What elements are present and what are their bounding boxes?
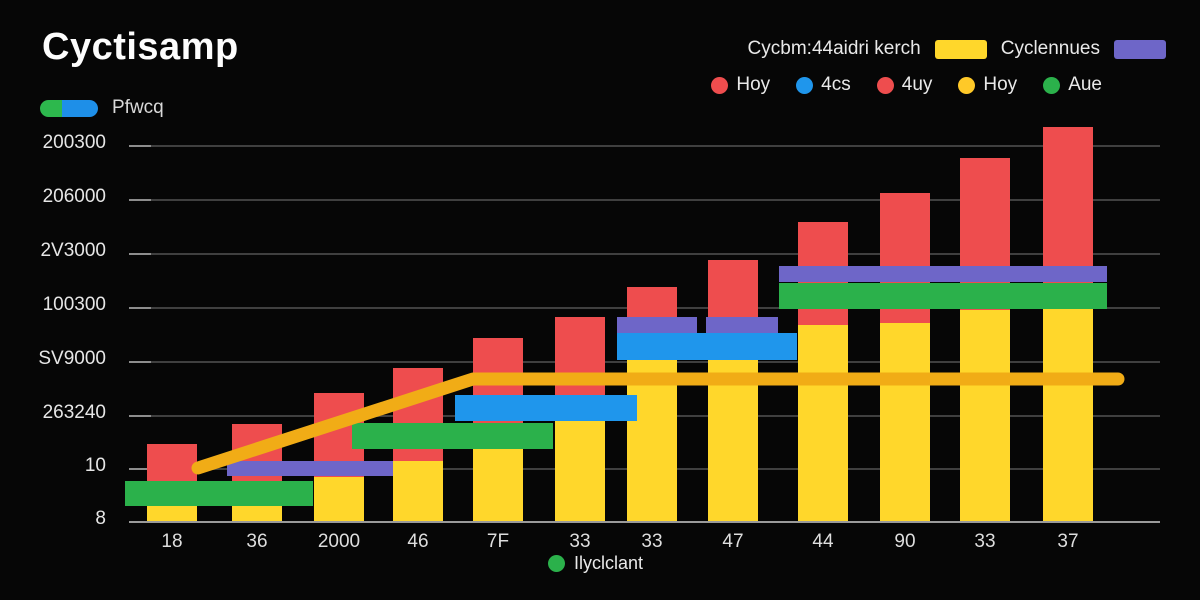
gridline — [129, 145, 1160, 147]
x-axis-label: 37 — [1057, 531, 1079, 552]
overlay-band — [125, 481, 313, 506]
y-axis-label: 8 — [95, 508, 106, 529]
legend-label: Hoy — [736, 74, 771, 95]
bar-yellow-segment — [393, 461, 443, 521]
y-axis-tick — [129, 361, 151, 363]
bar-yellow-segment — [708, 348, 758, 521]
legend-label: Cyclennues — [1000, 38, 1100, 59]
bar-yellow-segment — [880, 323, 930, 521]
gridline — [129, 253, 1160, 255]
x-axis-label: 18 — [161, 531, 183, 552]
purple-swatch-icon — [1114, 39, 1166, 59]
legend-item: Hoy — [711, 74, 770, 96]
pill-green-segment — [40, 99, 63, 117]
overlay-band — [617, 317, 697, 333]
legend-dot-icon — [1043, 76, 1061, 94]
pill-blue-segment — [62, 99, 98, 117]
y-axis-label: SV9000 — [38, 348, 106, 369]
legend-label: 4cs — [821, 74, 851, 95]
y-axis-label: 100300 — [42, 294, 106, 315]
bar-yellow-segment — [1043, 300, 1093, 521]
legend-label: Cycbm:44aidri kerch — [747, 38, 921, 59]
green-blue-pill-swatch — [40, 99, 98, 117]
legend-top-right-row1: Cycbm:44aidri kerch Cyclennues — [748, 38, 1166, 60]
y-axis-tick — [129, 199, 151, 201]
legend-label: 4uy — [901, 74, 933, 95]
x-axis-label: 33 — [641, 531, 663, 552]
gridline — [129, 199, 1160, 201]
overlay-band — [779, 266, 1107, 282]
y-axis-label: 2V3000 — [40, 240, 106, 261]
legend-left: Pfwcq — [40, 97, 164, 119]
legend-top-right-row2: Hoy 4cs 4uy Hoy Aue — [711, 74, 1102, 96]
x-axis-label: 2000 — [317, 531, 361, 552]
y-axis-tick — [129, 145, 151, 147]
overlay-band — [706, 317, 778, 333]
x-axis-label: 44 — [812, 531, 834, 552]
bar-yellow-segment — [314, 477, 364, 521]
legend-dot-icon — [796, 76, 814, 94]
bar-yellow-segment — [960, 310, 1010, 521]
x-axis-label: 7F — [486, 531, 510, 552]
y-axis-label: 263240 — [42, 402, 106, 423]
x-axis-label: 47 — [722, 531, 744, 552]
y-axis-tick — [129, 415, 151, 417]
overlay-band — [352, 423, 553, 449]
legend-label: Aue — [1068, 74, 1102, 95]
green-dot-icon — [548, 555, 565, 572]
y-axis-label: 200300 — [42, 132, 106, 153]
overlay-band — [617, 333, 797, 360]
legend-item: Aue — [1043, 74, 1102, 96]
legend-dot-icon — [876, 76, 894, 94]
y-axis-label: 206000 — [42, 186, 106, 207]
y-axis-tick — [129, 307, 151, 309]
bar-yellow-segment — [555, 421, 605, 521]
y-axis-tick — [129, 468, 151, 470]
legend-dot-icon — [958, 76, 976, 94]
legend-bottom-label: Ilyclclant — [574, 553, 644, 573]
x-axis-line — [129, 521, 1160, 523]
x-axis-label: 46 — [407, 531, 429, 552]
legend-item: Hoy — [958, 74, 1017, 96]
y-axis-tick — [129, 253, 151, 255]
yellow-swatch-icon — [934, 39, 987, 59]
bar-yellow-segment — [627, 348, 677, 521]
bar-yellow-segment — [798, 325, 848, 521]
x-axis-label: 36 — [246, 531, 268, 552]
legend-item: 4uy — [876, 74, 933, 96]
x-axis-label: 90 — [894, 531, 916, 552]
chart-title: Cyctisamp — [42, 26, 239, 68]
x-axis-label: 33 — [569, 531, 591, 552]
overlay-band — [227, 461, 393, 476]
legend-dot-icon — [711, 76, 729, 94]
legend-left-label: Pfwcq — [112, 97, 164, 118]
legend-item: 4cs — [796, 74, 851, 96]
x-axis-label: 33 — [974, 531, 996, 552]
legend-bottom: Ilyclclant — [548, 553, 643, 574]
overlay-band — [779, 283, 1107, 309]
overlay-band — [455, 395, 637, 421]
y-axis-label: 10 — [84, 455, 106, 476]
legend-label: Hoy — [983, 74, 1018, 95]
bar-yellow-segment — [473, 448, 523, 521]
